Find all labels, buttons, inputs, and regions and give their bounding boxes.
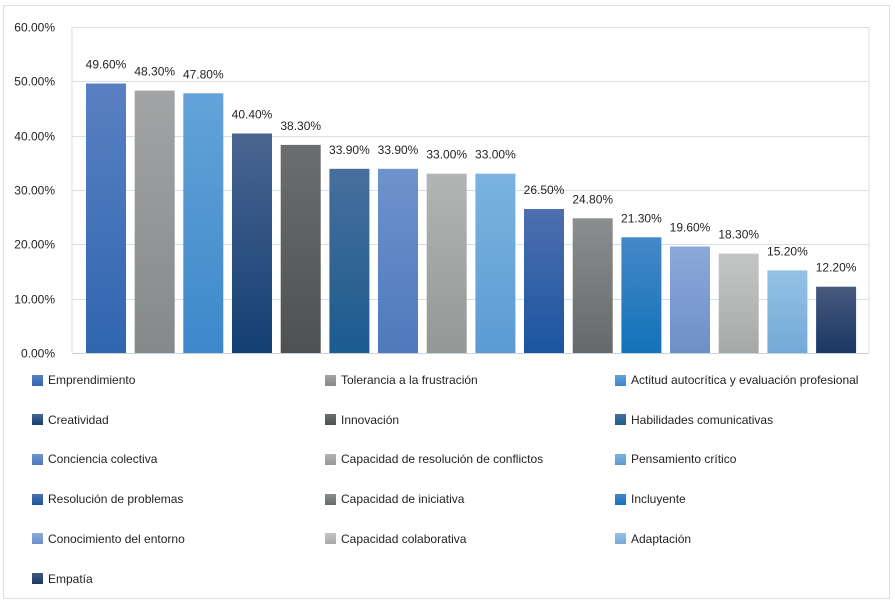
data-label: 19.60% — [670, 221, 711, 235]
legend-swatch — [325, 493, 336, 505]
legend-label: Tolerancia a la frustración — [341, 373, 478, 387]
legend-item: Adaptación — [615, 532, 691, 546]
data-label: 21.30% — [621, 211, 662, 225]
legend-item: Capacidad de resolución de conflictos — [325, 452, 543, 466]
legend-swatch — [615, 533, 626, 545]
legend-label: Emprendimiento — [48, 373, 136, 387]
data-label: 18.30% — [718, 228, 759, 242]
legend-label: Incluyente — [631, 492, 686, 507]
legend-label: Creatividad — [48, 412, 109, 427]
data-label: 26.50% — [524, 183, 565, 197]
legend-swatch — [32, 573, 43, 584]
legend-swatch — [325, 533, 336, 545]
legend-swatch — [615, 414, 626, 426]
y-axis-ticks: 0.00% 10.00% 20.00% 30.00% 40.00% 50.00% 60.00… — [14, 21, 55, 361]
legend-label: Innovación — [341, 412, 400, 427]
legend-swatch — [32, 374, 43, 386]
legend-item: Pensamiento crítico — [615, 452, 736, 466]
bar — [280, 144, 321, 353]
bar — [329, 168, 370, 353]
legend-item: Incluyente — [615, 492, 686, 506]
bar — [232, 133, 272, 353]
legend-item: Resolución de problemas — [32, 492, 183, 506]
legend-item: Tolerancia a la frustración — [325, 373, 478, 387]
data-label: 24.80% — [572, 192, 613, 206]
legend-label: Capacidad de resolución de conflictos — [341, 452, 544, 467]
legend-item: Conciencia colectiva — [32, 452, 157, 466]
bar — [475, 173, 516, 353]
y-tick-label: 60.00% — [14, 21, 55, 35]
y-tick-label: 0.00% — [21, 347, 55, 361]
legend-swatch — [325, 374, 336, 386]
y-tick-label: 10.00% — [14, 293, 55, 307]
data-labels: 49.60% 48.30% 47.80% 40.40% 38.30% 33.90% 33.9… — [86, 58, 857, 275]
y-tick-label: 30.00% — [14, 184, 55, 198]
legend-swatch — [325, 414, 336, 426]
data-label: 33.00% — [475, 148, 516, 162]
legend-swatch — [32, 493, 43, 505]
bar — [86, 83, 126, 353]
legend-item: Innovación — [325, 413, 399, 427]
data-label: 33.90% — [329, 143, 370, 157]
bars — [86, 83, 857, 354]
legend-swatch — [325, 453, 336, 465]
bar — [670, 246, 710, 353]
legend-label: Capacidad colaborativa — [341, 531, 467, 546]
legend-item: Actitud autocrítica y evaluación profesi… — [615, 373, 858, 387]
bar — [718, 253, 759, 353]
legend-swatch — [615, 493, 626, 505]
legend-swatch — [32, 453, 43, 465]
legend-swatch — [32, 414, 43, 426]
data-label: 33.00% — [426, 148, 467, 162]
bar — [183, 93, 224, 354]
legend-item: Creatividad — [32, 413, 109, 427]
bar — [134, 90, 175, 353]
legend-item: Conocimiento del entorno — [32, 532, 185, 546]
legend-label: Conocimiento del entorno — [48, 531, 185, 546]
legend-item: Capacidad colaborativa — [325, 532, 466, 546]
legend-label: Capacidad de iniciativa — [341, 492, 465, 507]
y-tick-label: 50.00% — [14, 75, 55, 89]
data-label: 49.60% — [86, 58, 127, 72]
legend-item: Capacidad de iniciativa — [325, 492, 464, 506]
data-label: 15.20% — [767, 244, 808, 258]
legend-item: Habilidades comunicativas — [615, 413, 773, 427]
legend-swatch — [615, 374, 626, 386]
legend-item: Empatía — [32, 572, 93, 586]
bar — [572, 218, 613, 353]
legend-item: Emprendimiento — [32, 373, 135, 387]
y-tick-label: 20.00% — [14, 238, 55, 252]
legend-swatch — [615, 453, 626, 465]
bar — [378, 168, 418, 353]
bar — [767, 270, 808, 353]
y-tick-label: 40.00% — [14, 130, 55, 144]
bar — [426, 173, 467, 353]
data-label: 40.40% — [232, 108, 273, 122]
legend-label: Habilidades comunicativas — [631, 412, 774, 427]
data-label: 38.30% — [280, 119, 321, 133]
legend-label: Empatía — [48, 571, 93, 586]
data-label: 48.30% — [134, 65, 175, 79]
bar — [621, 237, 662, 353]
bar — [816, 286, 857, 353]
legend-label: Conciencia colectiva — [48, 452, 158, 467]
legend-swatch — [32, 533, 43, 545]
data-label: 47.80% — [183, 67, 224, 81]
legend-label: Pensamiento crítico — [631, 452, 737, 467]
bar — [524, 209, 564, 353]
data-label: 33.90% — [378, 143, 419, 157]
data-label: 12.20% — [816, 261, 857, 275]
legend-label: Resolución de problemas — [48, 492, 184, 507]
legend-label: Adaptación — [631, 531, 692, 546]
legend-label: Actitud autocrítica y evaluación profesi… — [631, 373, 859, 387]
